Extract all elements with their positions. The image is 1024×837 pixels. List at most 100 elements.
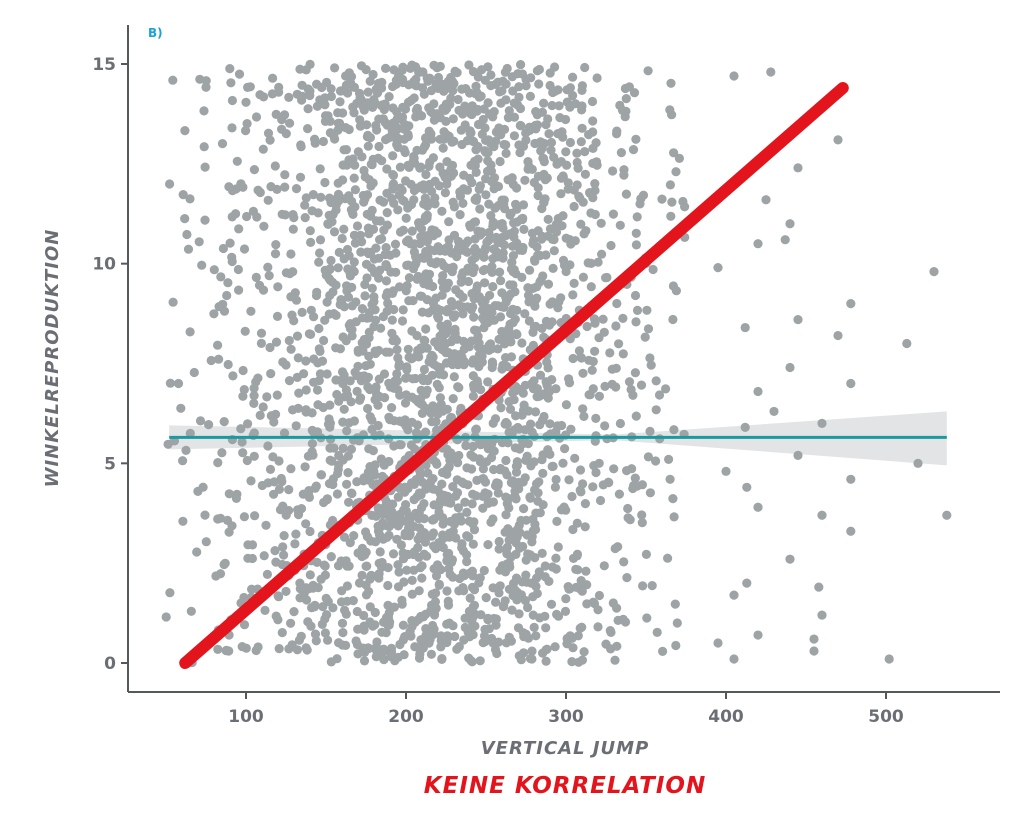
scatter-point — [530, 301, 540, 311]
scatter-point — [206, 355, 216, 366]
scatter-point — [315, 164, 325, 174]
scatter-point — [398, 620, 408, 630]
scatter-point — [360, 550, 370, 560]
scatter-point — [469, 517, 479, 527]
scatter-point — [399, 650, 409, 660]
scatter-point — [271, 337, 282, 347]
scatter-point — [360, 291, 370, 301]
scatter-point — [620, 83, 631, 94]
scatter-point — [372, 125, 382, 135]
scatter-point — [541, 623, 551, 633]
scatter-point — [501, 417, 511, 428]
scatter-point — [434, 563, 444, 573]
scatter-point — [438, 271, 448, 281]
scatter-point — [373, 521, 383, 531]
scatter-point — [270, 249, 281, 259]
scatter-point — [352, 98, 362, 108]
scatter-point — [468, 489, 478, 499]
scatter-point — [582, 321, 592, 332]
scatter-point — [489, 173, 500, 183]
scatter-point — [477, 65, 487, 75]
scatter-point — [432, 63, 442, 73]
scatter-point — [580, 522, 590, 532]
scatter-point — [460, 613, 470, 623]
scatter-point — [547, 297, 558, 307]
scatter-point — [621, 189, 632, 199]
scatter-point — [467, 178, 477, 188]
scatter-point — [646, 360, 656, 370]
scatter-point — [600, 381, 610, 391]
scatter-point — [247, 540, 258, 550]
scatter-point — [483, 98, 493, 108]
scatter-point — [347, 325, 357, 335]
scatter-point — [233, 264, 243, 275]
scatter-point — [334, 638, 344, 648]
scatter-point — [579, 229, 589, 239]
scatter-point — [641, 549, 652, 560]
scatter-point — [461, 441, 471, 451]
scatter-point — [761, 195, 771, 205]
scatter-point — [510, 199, 521, 209]
scatter-point — [467, 566, 477, 576]
scatter-point — [488, 254, 498, 264]
scatter-point — [303, 104, 313, 114]
scatter-point — [256, 328, 267, 338]
scatter-point — [400, 487, 410, 497]
scatter-point — [511, 183, 522, 193]
scatter-point — [406, 95, 416, 106]
scatter-point — [423, 468, 433, 478]
scatter-point — [245, 82, 255, 92]
scatter-point — [266, 369, 276, 379]
scatter-point — [182, 229, 192, 240]
scatter-point — [346, 205, 356, 215]
scatter-point — [568, 72, 578, 82]
scatter-point — [165, 588, 175, 598]
scatter-point — [628, 145, 639, 155]
scatter-point — [435, 393, 445, 403]
scatter-point — [434, 181, 444, 191]
scatter-point — [285, 118, 295, 128]
scatter-point — [420, 212, 430, 222]
scatter-point — [562, 85, 572, 95]
scatter-point — [504, 427, 514, 437]
scatter-point — [487, 262, 497, 272]
scatter-point — [533, 250, 543, 260]
scatter-point — [497, 326, 507, 337]
scatter-point — [535, 420, 545, 430]
scatter-point — [300, 213, 310, 223]
scatter-point — [548, 263, 558, 273]
scatter-point — [481, 243, 491, 253]
scatter-point — [584, 390, 594, 400]
scatter-point — [337, 618, 348, 628]
scatter-point — [449, 230, 460, 240]
scatter-point — [448, 526, 458, 536]
scatter-point — [361, 65, 371, 75]
scatter-point — [501, 148, 511, 158]
scatter-point — [307, 425, 317, 435]
scatter-point — [358, 346, 368, 356]
scatter-point — [495, 267, 505, 277]
scatter-point — [271, 611, 281, 621]
scatter-point — [199, 142, 209, 152]
scatter-point — [501, 140, 511, 150]
scatter-point — [480, 624, 490, 635]
scatter-point — [485, 290, 495, 300]
scatter-point — [753, 239, 763, 249]
scatter-point — [223, 359, 233, 370]
scatter-point — [564, 378, 575, 388]
scatter-point — [287, 640, 297, 650]
scatter-point — [546, 599, 557, 609]
scatter-point — [336, 295, 346, 305]
scatter-point — [508, 304, 518, 314]
scatter-point — [479, 252, 489, 262]
scatter-point — [305, 226, 315, 236]
scatter-point — [587, 365, 597, 375]
scatter-point — [518, 200, 529, 210]
scatter-point — [258, 144, 268, 154]
x-tick-label: 500 — [868, 707, 904, 727]
scatter-point — [651, 405, 661, 415]
scatter-point — [417, 83, 428, 93]
scatter-point — [316, 470, 326, 480]
scatter-point — [594, 590, 605, 601]
scatter-point — [587, 96, 598, 107]
